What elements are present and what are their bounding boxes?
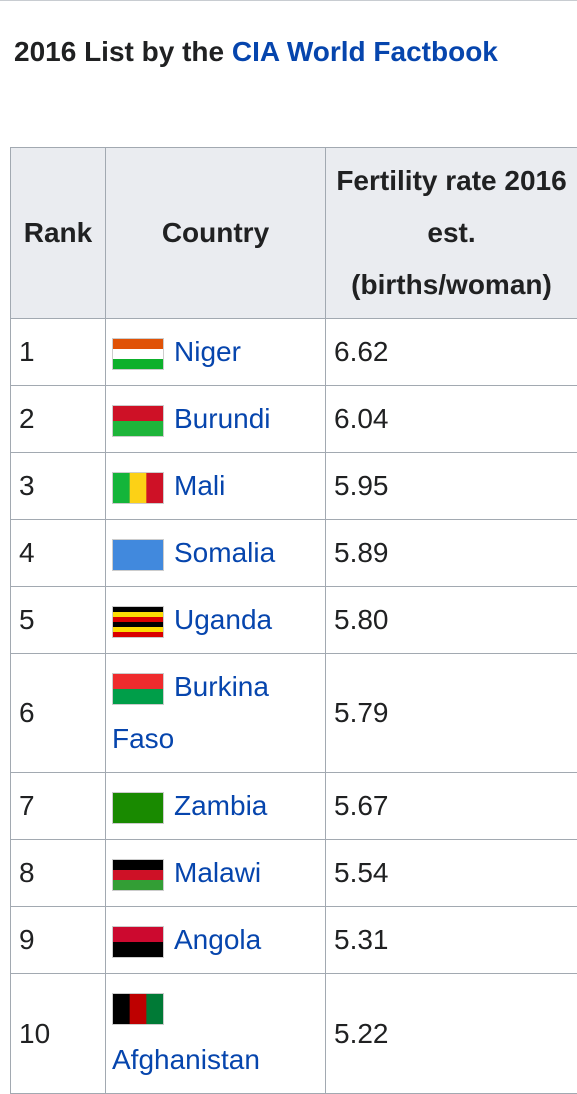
- table-row: 4 Somalia 5.89: [11, 520, 577, 587]
- table-body: 1 Niger 6.62 2 Burundi 6.04 3 Mali 5.95 4 Somalia 5…: [11, 319, 577, 1094]
- table-row: 8 Malawi 5.54: [11, 840, 577, 907]
- country-cell: Niger: [106, 319, 326, 386]
- rate-cell: 5.95: [326, 453, 577, 520]
- table-row: 3 Mali 5.95: [11, 453, 577, 520]
- rate-cell: 5.80: [326, 587, 577, 654]
- flag-icon: [112, 859, 164, 891]
- flag-icon: [112, 673, 164, 705]
- flag-icon: [112, 338, 164, 370]
- country-cell: Angola: [106, 907, 326, 974]
- rate-cell: 5.31: [326, 907, 577, 974]
- country-cell: Mali: [106, 453, 326, 520]
- rate-cell: 5.67: [326, 773, 577, 840]
- country-cell: Zambia: [106, 773, 326, 840]
- rank-cell: 10: [11, 974, 106, 1094]
- table-row: 7 Zambia 5.67: [11, 773, 577, 840]
- header-cell: Rank: [11, 148, 106, 319]
- rank-cell: 6: [11, 654, 106, 773]
- country-link[interactable]: Somalia: [174, 537, 275, 568]
- rate-cell: 5.79: [326, 654, 577, 773]
- flag-icon: [112, 472, 164, 504]
- country-cell: Malawi: [106, 840, 326, 907]
- flag-icon: [112, 792, 164, 824]
- header-cell: Fertility rate 2016 est. (births/woman): [326, 148, 577, 319]
- country-link[interactable]: Zambia: [174, 790, 267, 821]
- country-cell: Afghanistan: [106, 974, 326, 1094]
- country-link[interactable]: Afghanistan: [112, 1044, 260, 1075]
- header-cell: Country: [106, 148, 326, 319]
- flag-icon: [112, 993, 164, 1025]
- rank-cell: 7: [11, 773, 106, 840]
- rank-cell: 8: [11, 840, 106, 907]
- rank-cell: 3: [11, 453, 106, 520]
- rank-cell: 2: [11, 386, 106, 453]
- rank-cell: 5: [11, 587, 106, 654]
- heading-text: 2016 List by the: [14, 36, 232, 67]
- country-link[interactable]: Angola: [174, 924, 261, 955]
- country-link[interactable]: Niger: [174, 336, 241, 367]
- table-row: 5 Uganda 5.80: [11, 587, 577, 654]
- heading-link[interactable]: CIA World Factbook: [232, 36, 498, 67]
- flag-icon: [112, 405, 164, 437]
- fertility-table: Rank Country Fertility rate 2016 est. (b…: [10, 147, 577, 1094]
- country-cell: Somalia: [106, 520, 326, 587]
- table-row: 9 Angola 5.31: [11, 907, 577, 974]
- country-cell: Burkina Faso: [106, 654, 326, 773]
- country-link[interactable]: Uganda: [174, 604, 272, 635]
- country-link[interactable]: Mali: [174, 470, 225, 501]
- country-link[interactable]: Burundi: [174, 403, 271, 434]
- rank-cell: 1: [11, 319, 106, 386]
- country-link[interactable]: Malawi: [174, 857, 261, 888]
- section-heading: 2016 List by the CIA World Factbook: [14, 36, 498, 68]
- country-cell: Burundi: [106, 386, 326, 453]
- rate-cell: 6.62: [326, 319, 577, 386]
- header-row: Rank Country Fertility rate 2016 est. (b…: [11, 148, 577, 319]
- flag-icon: [112, 606, 164, 638]
- table-row: 1 Niger 6.62: [11, 319, 577, 386]
- rate-cell: 5.54: [326, 840, 577, 907]
- divider: [0, 0, 577, 1]
- flag-icon: [112, 926, 164, 958]
- rate-cell: 5.22: [326, 974, 577, 1094]
- country-cell: Uganda: [106, 587, 326, 654]
- flag-icon: [112, 539, 164, 571]
- rank-cell: 4: [11, 520, 106, 587]
- table-row: 2 Burundi 6.04: [11, 386, 577, 453]
- rate-cell: 5.89: [326, 520, 577, 587]
- rank-cell: 9: [11, 907, 106, 974]
- rate-cell: 6.04: [326, 386, 577, 453]
